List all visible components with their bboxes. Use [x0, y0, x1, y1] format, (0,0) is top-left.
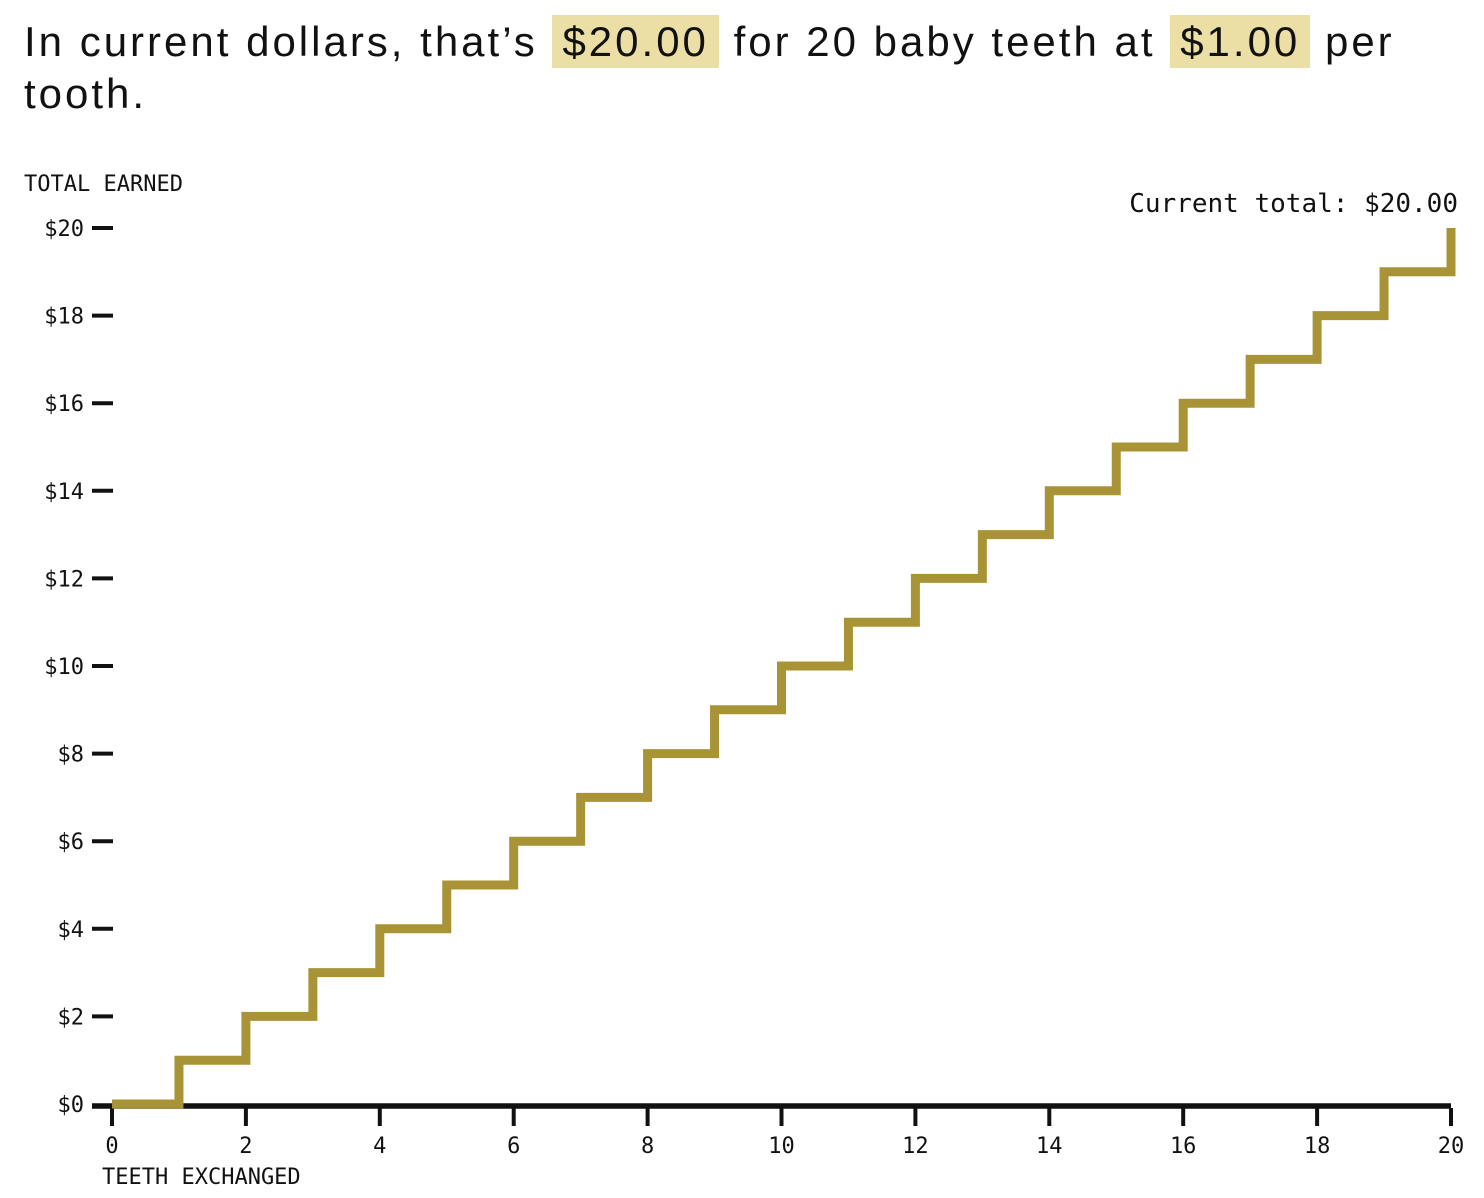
x-tick-label: 6 — [507, 1134, 520, 1159]
x-tick-label: 8 — [641, 1134, 654, 1159]
y-tick-label: $4 — [58, 918, 85, 943]
y-tick-label: $0 — [58, 1093, 85, 1118]
y-tick-label: $14 — [44, 480, 84, 505]
step-line — [112, 228, 1456, 1109]
headline: In current dollars, that’s $20.00 for 20… — [24, 15, 1428, 120]
y-tick-label: $8 — [58, 743, 85, 768]
x-axis-title: TEETH EXCHANGED — [102, 1165, 301, 1190]
x-tick-label: 20 — [1438, 1134, 1465, 1159]
y-tick-label: $2 — [58, 1005, 85, 1030]
headline-text: In current dollars, that’s — [24, 18, 553, 65]
x-tick-label: 10 — [768, 1134, 795, 1159]
x-tick-label: 2 — [239, 1134, 252, 1159]
headline-text: for 20 baby teeth at — [718, 18, 1171, 65]
y-tick-label: $6 — [58, 830, 85, 855]
headline-text: per tooth. — [24, 18, 1395, 117]
y-tick-label: $12 — [44, 567, 84, 592]
y-tick-label: $10 — [44, 655, 84, 680]
x-tick-label: 16 — [1170, 1134, 1197, 1159]
x-tick-label: 4 — [373, 1134, 386, 1159]
current-total-annotation: Current total: $20.00 — [1129, 189, 1458, 219]
y-axis-title: TOTAL EARNED — [24, 172, 183, 197]
y-axis-ticks: $0 $2 $4 $6 $8 $10 $12 $14 $16 $18 $20 — [44, 217, 113, 1118]
y-tick-label: $20 — [44, 217, 84, 242]
highlighted-value: $1.00 — [1170, 15, 1311, 68]
x-axis-ticks: 0 2 4 6 8 10 12 14 16 18 20 — [105, 1108, 1464, 1159]
y-tick-label: $18 — [44, 305, 84, 330]
x-tick-label: 12 — [902, 1134, 929, 1159]
y-tick-label: $16 — [44, 392, 84, 417]
x-tick-label: 18 — [1304, 1134, 1331, 1159]
x-tick-label: 0 — [105, 1134, 118, 1159]
x-tick-label: 14 — [1036, 1134, 1063, 1159]
highlighted-value: $20.00 — [552, 15, 719, 68]
